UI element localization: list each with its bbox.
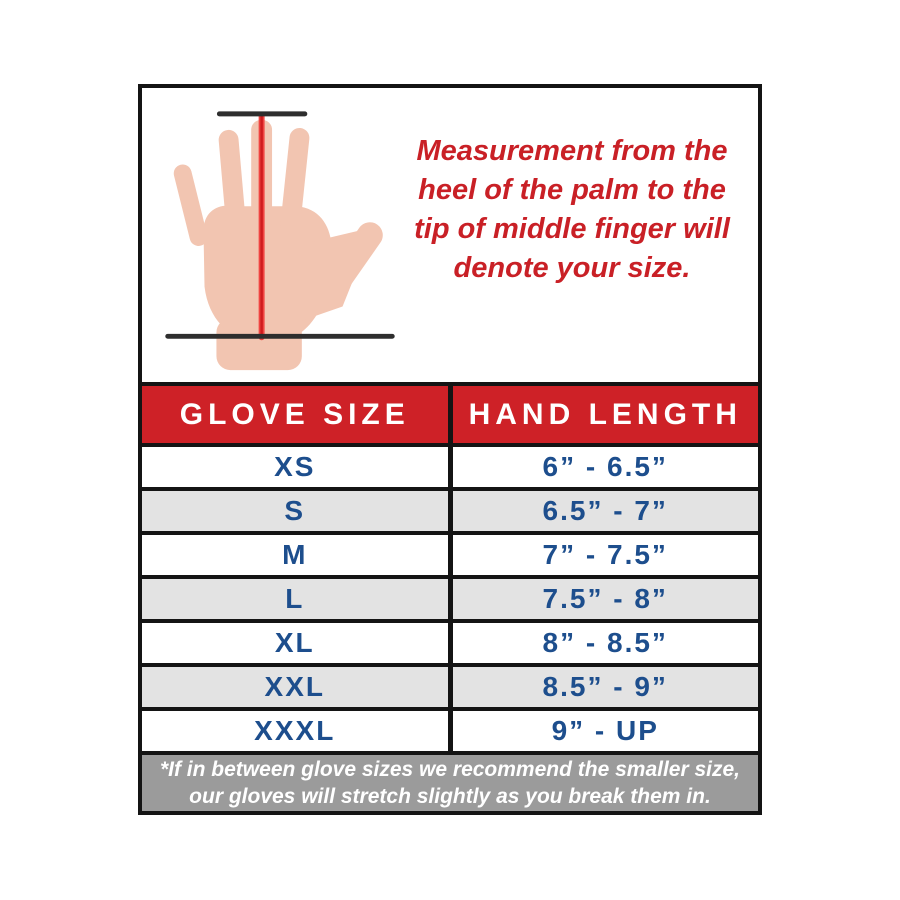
- hand-length-cell: 6.5” - 7”: [447, 491, 759, 531]
- measurement-section: Measurement from the heel of the palm to…: [142, 88, 758, 382]
- glove-size-cell: XL: [274, 627, 315, 658]
- measurement-note-line: denote your size.: [453, 252, 691, 284]
- hand-length-cell: 6” - 6.5”: [447, 447, 759, 487]
- hand-length-cell: 7.5” - 8”: [447, 579, 759, 619]
- table-row: XXL 8.5” - 9”: [142, 663, 758, 707]
- hand-length-cell: 7” - 7.5”: [447, 535, 759, 575]
- glove-size-cell: XS: [274, 451, 316, 482]
- hand-length-cell: 9” - UP: [447, 711, 759, 751]
- glove-size-header: GLOVE SIZE: [179, 397, 410, 431]
- table-row: L 7.5” - 8”: [142, 575, 758, 619]
- glove-size-cell: M: [282, 539, 308, 570]
- table-row: XS 6” - 6.5”: [142, 443, 758, 487]
- measurement-note-line: heel of the palm to the: [418, 174, 726, 206]
- size-chart-frame: Measurement from the heel of the palm to…: [138, 84, 762, 815]
- table-row: M 7” - 7.5”: [142, 531, 758, 575]
- sizing-footnote-line: our gloves will stretch slightly as you …: [189, 785, 711, 808]
- table-header-row: GLOVE SIZE HAND LENGTH: [142, 386, 758, 443]
- glove-size-cell: XXL: [264, 671, 325, 702]
- glove-size-cell: S: [284, 495, 306, 526]
- hand-length-cell: 8” - 8.5”: [447, 623, 759, 663]
- table-row: XXXL 9” - UP: [142, 707, 758, 751]
- hand-length-header: HAND LENGTH: [447, 386, 759, 443]
- size-table: GLOVE SIZE HAND LENGTH XS 6” - 6.5” S 6.…: [142, 382, 758, 811]
- measurement-note-line: Measurement from the: [416, 135, 728, 167]
- measurement-note: Measurement from the heel of the palm to…: [390, 132, 754, 288]
- glove-size-cell: XXXL: [254, 715, 336, 746]
- glove-size-cell: L: [285, 583, 305, 614]
- sizing-footnote: *If in between glove sizes we recommend …: [142, 751, 758, 811]
- table-row: XL 8” - 8.5”: [142, 619, 758, 663]
- table-row: S 6.5” - 7”: [142, 487, 758, 531]
- hand-measurement-icon: [165, 111, 395, 371]
- hand-length-cell: 8.5” - 9”: [447, 667, 759, 707]
- sizing-footnote-line: *If in between glove sizes we recommend …: [159, 758, 741, 781]
- measurement-note-line: tip of middle finger will: [414, 213, 730, 245]
